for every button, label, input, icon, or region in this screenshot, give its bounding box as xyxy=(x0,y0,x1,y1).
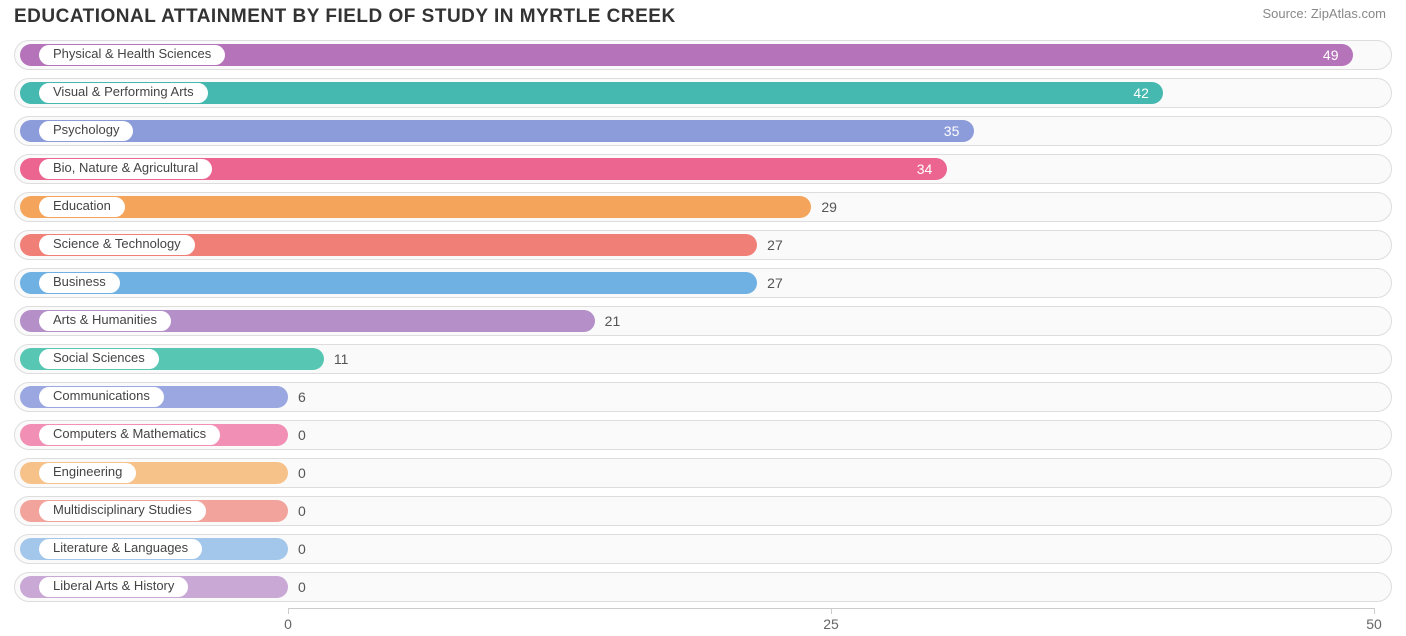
bar-category-pill: Communications xyxy=(38,386,165,408)
bar-value-label: 35 xyxy=(944,123,960,139)
bar-row: Arts & Humanities 21 xyxy=(14,304,1392,338)
bar-row: Science & Technology 27 xyxy=(14,228,1392,262)
bar-row: Literature & Languages 0 xyxy=(14,532,1392,566)
bar-value-label: 49 xyxy=(1323,47,1339,63)
bar-value-label: 0 xyxy=(298,541,306,557)
bar-category-pill: Visual & Performing Arts xyxy=(38,82,209,104)
bar-category-pill: Psychology xyxy=(38,120,134,142)
bar-category-pill: Arts & Humanities xyxy=(38,310,172,332)
chart-header: EDUCATIONAL ATTAINMENT BY FIELD OF STUDY… xyxy=(0,0,1406,32)
axis-tick xyxy=(1374,608,1375,614)
bar-row: Physical & Health Sciences 49 xyxy=(14,38,1392,72)
bar-category-pill: Education xyxy=(38,196,126,218)
bar-fill xyxy=(20,196,811,218)
axis-tick xyxy=(831,608,832,614)
bar-value-label: 27 xyxy=(767,275,783,291)
bar-value-label: 0 xyxy=(298,465,306,481)
bar-fill xyxy=(20,272,757,294)
bar-category-pill: Multidisciplinary Studies xyxy=(38,500,207,522)
bar-row: Multidisciplinary Studies 0 xyxy=(14,494,1392,528)
bar-category-pill: Literature & Languages xyxy=(38,538,203,560)
bar-value-label: 0 xyxy=(298,503,306,519)
bar-category-pill: Business xyxy=(38,272,121,294)
bar-category-pill: Physical & Health Sciences xyxy=(38,44,226,66)
bar-category-pill: Engineering xyxy=(38,462,137,484)
bar-category-pill: Liberal Arts & History xyxy=(38,576,189,598)
bar-row: Bio, Nature & Agricultural 34 xyxy=(14,152,1392,186)
bar-row: Social Sciences 11 xyxy=(14,342,1392,376)
bar-row: Liberal Arts & History 0 xyxy=(14,570,1392,604)
bar-category-pill: Science & Technology xyxy=(38,234,196,256)
axis-tick xyxy=(288,608,289,614)
bar-row: Psychology 35 xyxy=(14,114,1392,148)
bar-row: Communications 6 xyxy=(14,380,1392,414)
bar-value-label: 0 xyxy=(298,427,306,443)
bar-value-label: 11 xyxy=(334,351,349,367)
bar-row: Visual & Performing Arts 42 xyxy=(14,76,1392,110)
chart-title: EDUCATIONAL ATTAINMENT BY FIELD OF STUDY… xyxy=(14,6,676,28)
bar-category-pill: Computers & Mathematics xyxy=(38,424,221,446)
bar-fill xyxy=(20,120,974,142)
bar-category-pill: Bio, Nature & Agricultural xyxy=(38,158,213,180)
bar-value-label: 29 xyxy=(821,199,837,215)
axis-tick-label: 25 xyxy=(823,616,839,632)
bar-row: Engineering 0 xyxy=(14,456,1392,490)
bar-row: Education 29 xyxy=(14,190,1392,224)
bar-row: Business 27 xyxy=(14,266,1392,300)
axis-tick-label: 0 xyxy=(284,616,292,632)
bar-value-label: 0 xyxy=(298,579,306,595)
chart-source: Source: ZipAtlas.com xyxy=(1262,6,1386,21)
bar-value-label: 34 xyxy=(917,161,933,177)
axis-tick-label: 50 xyxy=(1366,616,1382,632)
bar-value-label: 21 xyxy=(605,313,621,329)
bar-category-pill: Social Sciences xyxy=(38,348,160,370)
bar-value-label: 42 xyxy=(1133,85,1149,101)
chart-plot-area: Physical & Health Sciences 49 Visual & Per… xyxy=(0,32,1406,604)
bar-value-label: 6 xyxy=(298,389,306,405)
bar-value-label: 27 xyxy=(767,237,783,253)
bar-row: Computers & Mathematics 0 xyxy=(14,418,1392,452)
